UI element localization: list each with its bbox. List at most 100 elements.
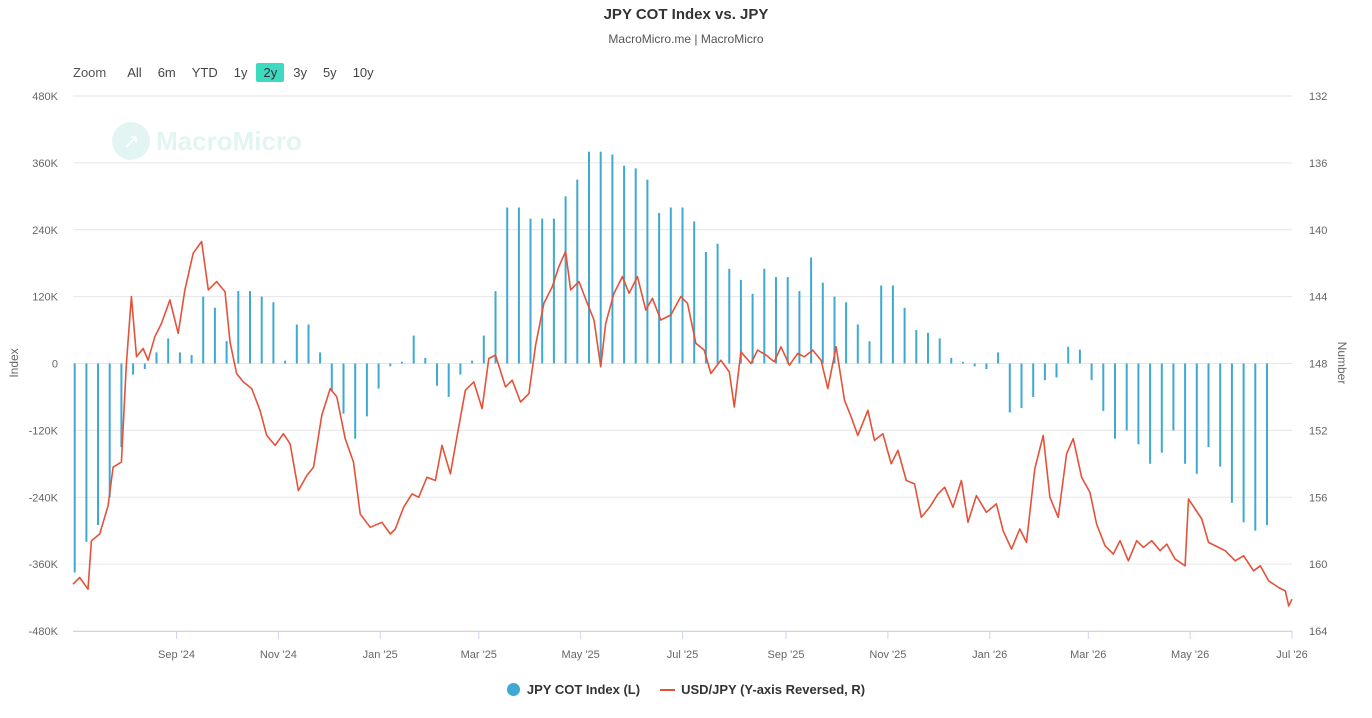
- cot-bar: [1090, 363, 1093, 381]
- cot-bar: [1125, 363, 1128, 431]
- cot-bar: [891, 285, 894, 364]
- zoom-5y-button[interactable]: 5y: [322, 64, 337, 80]
- cot-bar: [529, 218, 532, 364]
- usdjpy-line: [72, 240, 1293, 607]
- cot-bar: [1195, 363, 1198, 474]
- cot-bar: [167, 338, 170, 364]
- legend-item-usdjpy[interactable]: USD/JPY (Y-axis Reversed, R): [660, 682, 865, 697]
- y-left-tick-label: -480K: [29, 626, 59, 638]
- y-axis-right: 132 136 140 144 148 152 156 160 164: [1309, 91, 1327, 638]
- cot-bar: [249, 291, 251, 364]
- cot-bar: [459, 363, 462, 375]
- cot-bar: [1254, 363, 1257, 531]
- cot-bar: [915, 330, 918, 364]
- y-right-tick-label: 156: [1309, 492, 1327, 504]
- cot-bar: [716, 243, 719, 364]
- cot-bar: [202, 296, 205, 364]
- cot-bar: [845, 302, 848, 364]
- x-tick-label: Jul '26: [1276, 649, 1307, 661]
- cot-bar: [763, 268, 766, 364]
- zoom-bar: Zoom All 6m YTD 1y 2y 3y 5y 10y: [73, 62, 383, 82]
- legend-item-cot[interactable]: JPY COT Index (L): [506, 682, 640, 697]
- cot-bar: [1114, 363, 1116, 439]
- cot-bar: [693, 221, 696, 364]
- zoom-10y-button[interactable]: 10y: [352, 64, 374, 80]
- y-right-tick-label: 132: [1309, 91, 1327, 103]
- cot-bar: [704, 252, 707, 364]
- cot-bar: [482, 335, 485, 364]
- x-tick-label: Sep '24: [158, 649, 195, 661]
- y-left-tick-label: 120K: [32, 292, 58, 304]
- cot-bar: [377, 363, 380, 389]
- cot-bar: [775, 277, 777, 364]
- y-right-tick-label: 164: [1309, 626, 1327, 638]
- cot-bar: [424, 357, 427, 364]
- cot-bar: [728, 268, 731, 364]
- cot-bar: [319, 352, 322, 364]
- cot-bar: [1160, 363, 1163, 453]
- x-tick-label: May '26: [1171, 649, 1209, 661]
- cot-bar: [284, 360, 287, 364]
- cot-bar: [436, 363, 438, 386]
- cot-bar: [237, 291, 240, 364]
- zoom-all-button[interactable]: All: [127, 64, 142, 80]
- legend: JPY COT Index (L) USD/JPY (Y-axis Revers…: [0, 682, 1372, 697]
- cot-bar: [1055, 363, 1058, 378]
- y-axis-left: 480K 360K 240K 120K 0 -120K -240K -360K -480K: [29, 91, 59, 638]
- cot-bar: [225, 341, 228, 364]
- cot-bar: [833, 296, 836, 364]
- cot-bar: [599, 151, 602, 364]
- cot-bar: [634, 168, 637, 364]
- cot-bar: [506, 207, 509, 364]
- cot-bar: [739, 279, 742, 364]
- x-tick-label: Nov '25: [869, 649, 906, 661]
- y-left-tick-label: 480K: [32, 91, 58, 103]
- cot-bar: [1149, 363, 1152, 464]
- watermark-text: MacroMicro: [156, 125, 302, 156]
- zoom-2y-button[interactable]: 2y: [256, 62, 285, 82]
- cot-bar: [1137, 363, 1140, 445]
- cot-bar: [97, 363, 99, 526]
- cot-bar: [178, 352, 181, 364]
- zoom-ytd-button[interactable]: YTD: [191, 64, 218, 80]
- y-axis-right-label: Number: [1335, 342, 1349, 385]
- cot-bar: [494, 291, 497, 364]
- y-axis-left-label: Index: [7, 348, 21, 377]
- cot-bar: [669, 207, 672, 364]
- cot-bar: [471, 360, 474, 364]
- x-axis-ticks: Sep '24 Nov '24 Jan '25 Mar '25 May '25 Jul '…: [158, 631, 1308, 661]
- chart-title: JPY COT Index vs. JPY: [603, 6, 769, 23]
- cot-bars: [73, 151, 1268, 573]
- x-tick-label: Mar '25: [461, 649, 497, 661]
- cot-bar: [821, 282, 824, 364]
- cot-bar: [997, 352, 1000, 364]
- cot-bar: [1020, 363, 1023, 409]
- zoom-6m-button[interactable]: 6m: [157, 64, 176, 80]
- zoom-3y-button[interactable]: 3y: [293, 64, 307, 80]
- cot-bar: [272, 302, 275, 364]
- cot-bar: [73, 363, 76, 573]
- watermark: ↗ MacroMicro: [112, 122, 302, 160]
- y-left-tick-label: 360K: [32, 158, 58, 170]
- cot-bar: [1230, 363, 1233, 503]
- x-tick-label: Jan '25: [363, 649, 398, 661]
- cot-bar: [412, 335, 415, 364]
- cot-bar: [798, 291, 801, 364]
- cot-bar: [623, 165, 626, 364]
- cot-bar: [950, 357, 953, 364]
- cot-bar: [295, 324, 298, 364]
- cot-bar: [985, 363, 988, 370]
- y-right-tick-label: 140: [1309, 225, 1327, 237]
- cot-bar: [213, 307, 216, 364]
- cot-bar: [1242, 363, 1245, 523]
- y-right-tick-label: 160: [1309, 559, 1327, 571]
- cot-bar: [307, 324, 310, 364]
- legend-dot-icon: [506, 683, 520, 696]
- cot-bar: [962, 361, 964, 364]
- y-right-tick-label: 136: [1309, 158, 1327, 170]
- cot-bar: [938, 338, 941, 364]
- cot-bar: [342, 363, 345, 414]
- zoom-1y-button[interactable]: 1y: [233, 64, 248, 80]
- cot-bar: [260, 296, 263, 364]
